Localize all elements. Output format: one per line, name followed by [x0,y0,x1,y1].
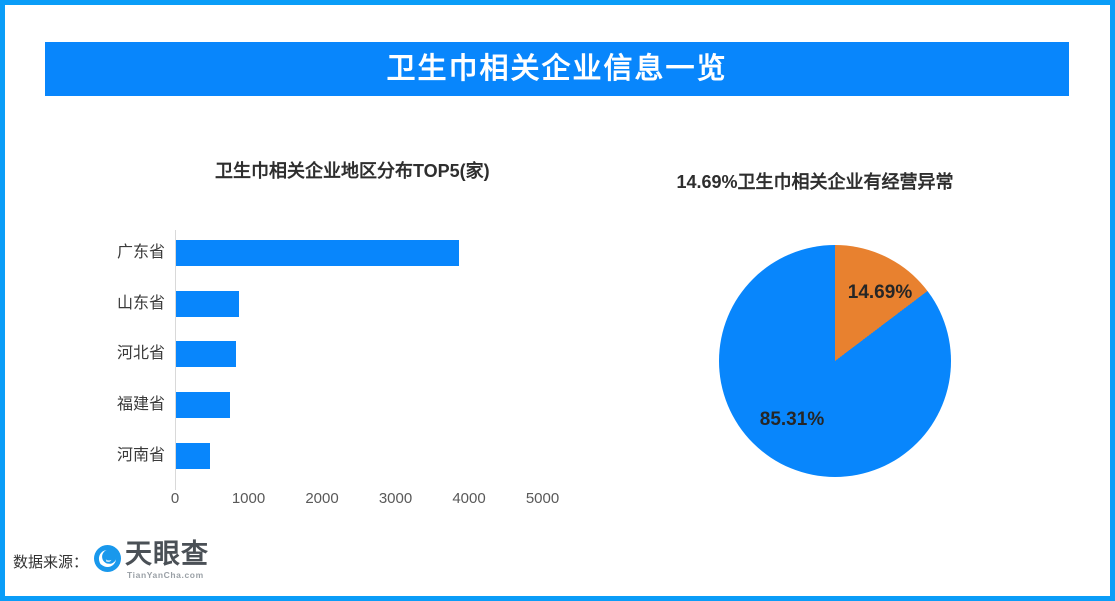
bar-row: 山东省 [20,290,590,317]
bar-category-label: 福建省 [116,396,165,414]
tianyancha-logo-subtext: TianYanCha.com [127,570,204,580]
x-axis-tick-label: 0 [170,490,180,507]
bar-chart-axis-tick [175,483,176,490]
bar-category-label: 河南省 [116,446,165,464]
x-axis-tick-label: 1000 [231,490,266,507]
tianyancha-logo: 天眼查 TianYanCha.com [94,540,209,585]
bar-category-label: 河北省 [116,345,165,363]
x-axis-tick-label: 4000 [452,490,486,507]
bar-row: 福建省 [20,392,590,419]
tianyancha-logo-text: 天眼查 [125,539,210,569]
bar-河南省 [176,442,210,469]
pie-slice-label-abnormal: 14.69% [847,282,913,303]
page-title-banner: 卫生巾相关企业信息一览 [45,42,1069,96]
pie-chart [719,245,951,477]
bar-广东省 [176,240,459,266]
bar-chart-title: 卫生巾相关企业地区分布TOP5(家) [215,161,490,181]
pie-chart-title: 14.69%卫生巾相关企业有经营异常 [676,172,954,192]
x-axis-tick-label: 3000 [378,490,413,507]
bar-row: 广东省 [20,240,590,266]
bar-河北省 [176,341,237,368]
bar-山东省 [176,290,240,317]
page-title: 卫生巾相关企业信息一览 [386,53,728,85]
x-axis-tick-label: 5000 [525,490,560,507]
footer: 数据来源： 天眼查 TianYanCha.com [13,540,209,585]
pie-slice-label-normal: 85.31% [759,409,825,430]
bar-chart: 广东省山东省河北省福建省河南省 0 1000 2000 3000 4000 5000 [20,225,590,520]
x-axis-tick-label: 2000 [305,490,339,507]
bar-category-label: 山东省 [116,294,165,312]
bar-chart-axis-line [175,230,176,483]
bar-row: 河北省 [20,341,590,368]
bar-category-label: 广东省 [116,244,165,261]
data-source-label: 数据来源： [13,554,89,571]
bar-福建省 [176,392,231,419]
bar-row: 河南省 [20,442,590,469]
tianyancha-eye-icon [94,545,122,572]
